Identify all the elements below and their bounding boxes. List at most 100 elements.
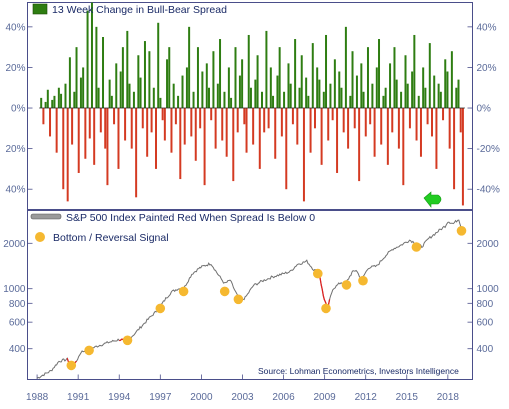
spread-bar bbox=[400, 91, 403, 109]
spread-bar bbox=[185, 67, 188, 109]
spread-bar bbox=[55, 108, 58, 153]
spread-bar bbox=[366, 47, 369, 109]
bottom-panel-frame bbox=[27, 210, 473, 380]
spread-bar bbox=[106, 108, 109, 186]
spread-bar bbox=[419, 108, 422, 157]
ytick-label-right: 0% bbox=[477, 104, 492, 115]
legend-label-spread: 13 Week Change in Bull-Bear Spread bbox=[52, 4, 227, 16]
spread-bar bbox=[199, 108, 202, 129]
ytick-label-right: 40% bbox=[477, 22, 497, 33]
ytick-label-left: 0% bbox=[11, 104, 26, 115]
spread-bar bbox=[181, 75, 184, 109]
spread-bar bbox=[364, 108, 367, 137]
spread-bar bbox=[393, 47, 396, 109]
spread-bar bbox=[406, 83, 409, 109]
xtick-label: 2009 bbox=[313, 392, 336, 403]
spread-bar bbox=[77, 108, 80, 173]
arrow-icon bbox=[423, 191, 442, 208]
spread-bar bbox=[448, 108, 451, 149]
xtick-label: 2003 bbox=[231, 392, 254, 403]
spread-bar bbox=[431, 108, 433, 137]
spread-bar bbox=[338, 71, 341, 109]
spread-bar bbox=[236, 108, 239, 133]
spread-bar bbox=[188, 26, 191, 109]
spread-bar bbox=[285, 108, 288, 190]
spread-bar bbox=[150, 108, 153, 133]
spread-bar bbox=[426, 108, 429, 125]
spread-bar bbox=[391, 108, 394, 133]
signal-point bbox=[233, 294, 244, 305]
spread-bar bbox=[358, 108, 361, 182]
spread-bar bbox=[311, 43, 314, 109]
spread-bar bbox=[79, 77, 82, 109]
spread-bar bbox=[117, 108, 120, 169]
spread-bar bbox=[225, 108, 228, 157]
spread-bar bbox=[455, 87, 458, 109]
xtick-label: 2006 bbox=[272, 392, 295, 403]
spread-bar bbox=[351, 51, 354, 109]
spread-bar bbox=[130, 108, 133, 149]
xtick-label: 2018 bbox=[437, 392, 460, 403]
source-note: Source: Lohman Econometrics, Investors I… bbox=[258, 366, 459, 376]
ytick-label-right: -40% bbox=[477, 185, 500, 196]
signal-point bbox=[66, 360, 77, 371]
spread-bar bbox=[232, 108, 235, 182]
signal-point bbox=[178, 286, 189, 297]
spread-bar bbox=[435, 108, 438, 169]
spread-bar bbox=[115, 63, 118, 109]
ytick-label-right: 400 bbox=[477, 344, 494, 355]
spread-bar bbox=[163, 108, 166, 141]
spread-bar bbox=[459, 108, 462, 133]
spread-bar bbox=[342, 108, 345, 133]
spread-bar bbox=[194, 108, 197, 161]
ytick-label-right: -20% bbox=[477, 144, 500, 155]
spread-bar bbox=[170, 108, 173, 153]
ytick-label-right: 2000 bbox=[477, 239, 500, 250]
spread-bar bbox=[143, 41, 146, 109]
ytick-label-right: 20% bbox=[477, 63, 497, 74]
spread-bar bbox=[214, 108, 217, 149]
ytick-label-left: 20% bbox=[5, 63, 25, 74]
spread-bar bbox=[278, 47, 281, 109]
spread-bar bbox=[336, 108, 339, 173]
bottom-panel-ticks: 400 400 600 600 800 800 1000 1000 2000 2000 1988 19… bbox=[3, 239, 499, 403]
spread-bar bbox=[386, 108, 389, 165]
spread-bar bbox=[437, 83, 440, 109]
spread-bar bbox=[62, 108, 65, 190]
ytick-label-left: 1000 bbox=[3, 284, 26, 295]
spread-bar bbox=[378, 39, 381, 109]
spread-bar bbox=[210, 108, 213, 121]
spread-bar bbox=[93, 108, 96, 165]
spread-bar bbox=[291, 108, 294, 125]
spread-bar bbox=[298, 87, 301, 109]
spread-bar bbox=[99, 108, 102, 133]
spread-bar bbox=[402, 108, 405, 186]
spread-bar bbox=[219, 39, 222, 109]
price-line bbox=[36, 219, 464, 379]
spread-bar bbox=[411, 71, 414, 109]
spread-bar bbox=[300, 55, 303, 109]
spread-bar bbox=[172, 83, 175, 109]
spread-bar bbox=[325, 34, 328, 109]
spread-bar bbox=[415, 108, 418, 141]
spread-bar bbox=[287, 63, 290, 109]
spread-bar bbox=[380, 108, 383, 145]
spread-bar bbox=[66, 108, 69, 202]
spread-bar bbox=[135, 108, 138, 198]
xtick-label: 2012 bbox=[355, 392, 378, 403]
spread-bar bbox=[40, 97, 43, 109]
spread-bar bbox=[267, 108, 270, 129]
spread-bar bbox=[265, 30, 268, 109]
spread-bar bbox=[192, 91, 195, 109]
xtick-label: 1994 bbox=[108, 392, 131, 403]
spread-bar bbox=[86, 10, 89, 109]
spread-bar bbox=[263, 108, 266, 133]
signal-point bbox=[155, 303, 166, 314]
signal-point bbox=[341, 280, 352, 290]
spread-bar bbox=[331, 108, 334, 121]
spread-bar bbox=[174, 108, 177, 125]
ytick-label-left: 600 bbox=[9, 318, 26, 329]
xtick-label: 2000 bbox=[190, 392, 213, 403]
spread-bar bbox=[137, 55, 140, 109]
spread-bar bbox=[44, 101, 47, 109]
